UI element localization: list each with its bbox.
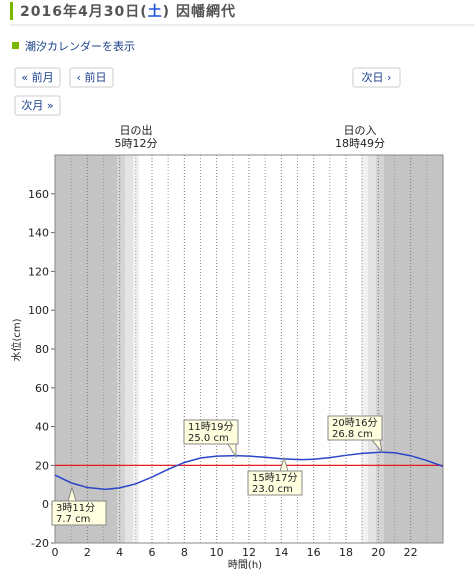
date-suffix: ) — [163, 4, 170, 20]
x-tick-label: 10 — [210, 546, 224, 559]
callout-box — [327, 415, 383, 441]
button-label: « 前月 — [21, 70, 53, 84]
callout-time: 3時11分 — [56, 502, 95, 514]
callout-level: 23.0 cm — [252, 484, 293, 495]
x-tick-label: 8 — [181, 546, 188, 559]
plot-frame — [54, 154, 444, 544]
x-tick-label: 22 — [404, 546, 418, 559]
x-axis-label: 時間(h) — [228, 559, 262, 571]
x-tick-label: 20 — [371, 546, 385, 559]
y-axis-label: 水位(cm) — [10, 318, 23, 361]
prev-month-button[interactable]: « 前月 — [14, 67, 61, 88]
y-tick-label: 140 — [28, 227, 49, 240]
callout-level: 7.7 cm — [56, 514, 90, 525]
twilight-shade — [376, 155, 384, 543]
callout-box — [51, 500, 107, 526]
link-icon — [12, 42, 19, 49]
callout-time: 20時16分 — [332, 417, 377, 429]
button-label: ‹ 前日 — [77, 70, 107, 84]
y-tick-label: 80 — [35, 343, 49, 356]
y-tick-label: 0 — [42, 498, 49, 511]
sunrise-label: 日の出 — [120, 123, 153, 137]
twilight-shade — [133, 155, 139, 543]
night-shade — [55, 155, 117, 543]
y-tick-label: 60 — [35, 382, 49, 395]
date: 2016年4月30日( — [20, 3, 148, 20]
x-tick-label: 6 — [149, 546, 156, 559]
sunset-label: 日の入 — [344, 124, 377, 137]
x-tick-label: 16 — [307, 546, 321, 559]
prev-day-button[interactable]: ‹ 前日 — [69, 67, 114, 88]
place: 因幡網代 — [176, 3, 236, 20]
next-month-button[interactable]: 次月 » — [14, 95, 61, 116]
twilight-shade — [368, 155, 376, 543]
y-tick-label: -20 — [31, 537, 49, 550]
x-tick-label: 12 — [242, 546, 256, 559]
sunrise-time: 5時12分 — [115, 137, 158, 150]
night-shade — [384, 155, 443, 543]
callout-box — [247, 470, 303, 496]
weekday: 土 — [148, 3, 163, 20]
y-tick-label: 100 — [28, 304, 49, 317]
x-tick-label: 18 — [339, 546, 353, 559]
header-title: 2016年4月30日(土) 因幡網代 — [20, 3, 236, 20]
y-tick-label: 120 — [28, 265, 49, 278]
callout-time: 15時17分 — [252, 472, 297, 484]
y-tick-label: 160 — [28, 188, 49, 201]
twilight-shade — [117, 155, 125, 543]
x-tick-label: 4 — [116, 546, 123, 559]
callout-level: 26.8 cm — [332, 429, 373, 440]
twilight-shade — [361, 155, 368, 543]
callout-level: 25.0 cm — [188, 433, 229, 444]
button-label: 次月 » — [21, 98, 53, 112]
callout-time: 11時19分 — [188, 421, 233, 433]
tide-curve — [54, 451, 444, 491]
y-tick-label: 40 — [35, 421, 49, 434]
calendar-link[interactable]: 潮汐カレンダーを表示 — [25, 39, 135, 53]
y-tick-label: 20 — [35, 459, 49, 472]
sunset-time: 18時49分 — [335, 137, 385, 150]
button-label: 次日 › — [362, 70, 392, 84]
twilight-shade — [125, 155, 133, 543]
header-bar — [10, 2, 13, 20]
x-tick-label: 2 — [84, 546, 91, 559]
callout-box — [183, 419, 239, 445]
next-day-button[interactable]: 次日 › — [352, 67, 401, 88]
x-tick-label: 14 — [274, 546, 288, 559]
x-tick-label: 0 — [52, 546, 59, 559]
